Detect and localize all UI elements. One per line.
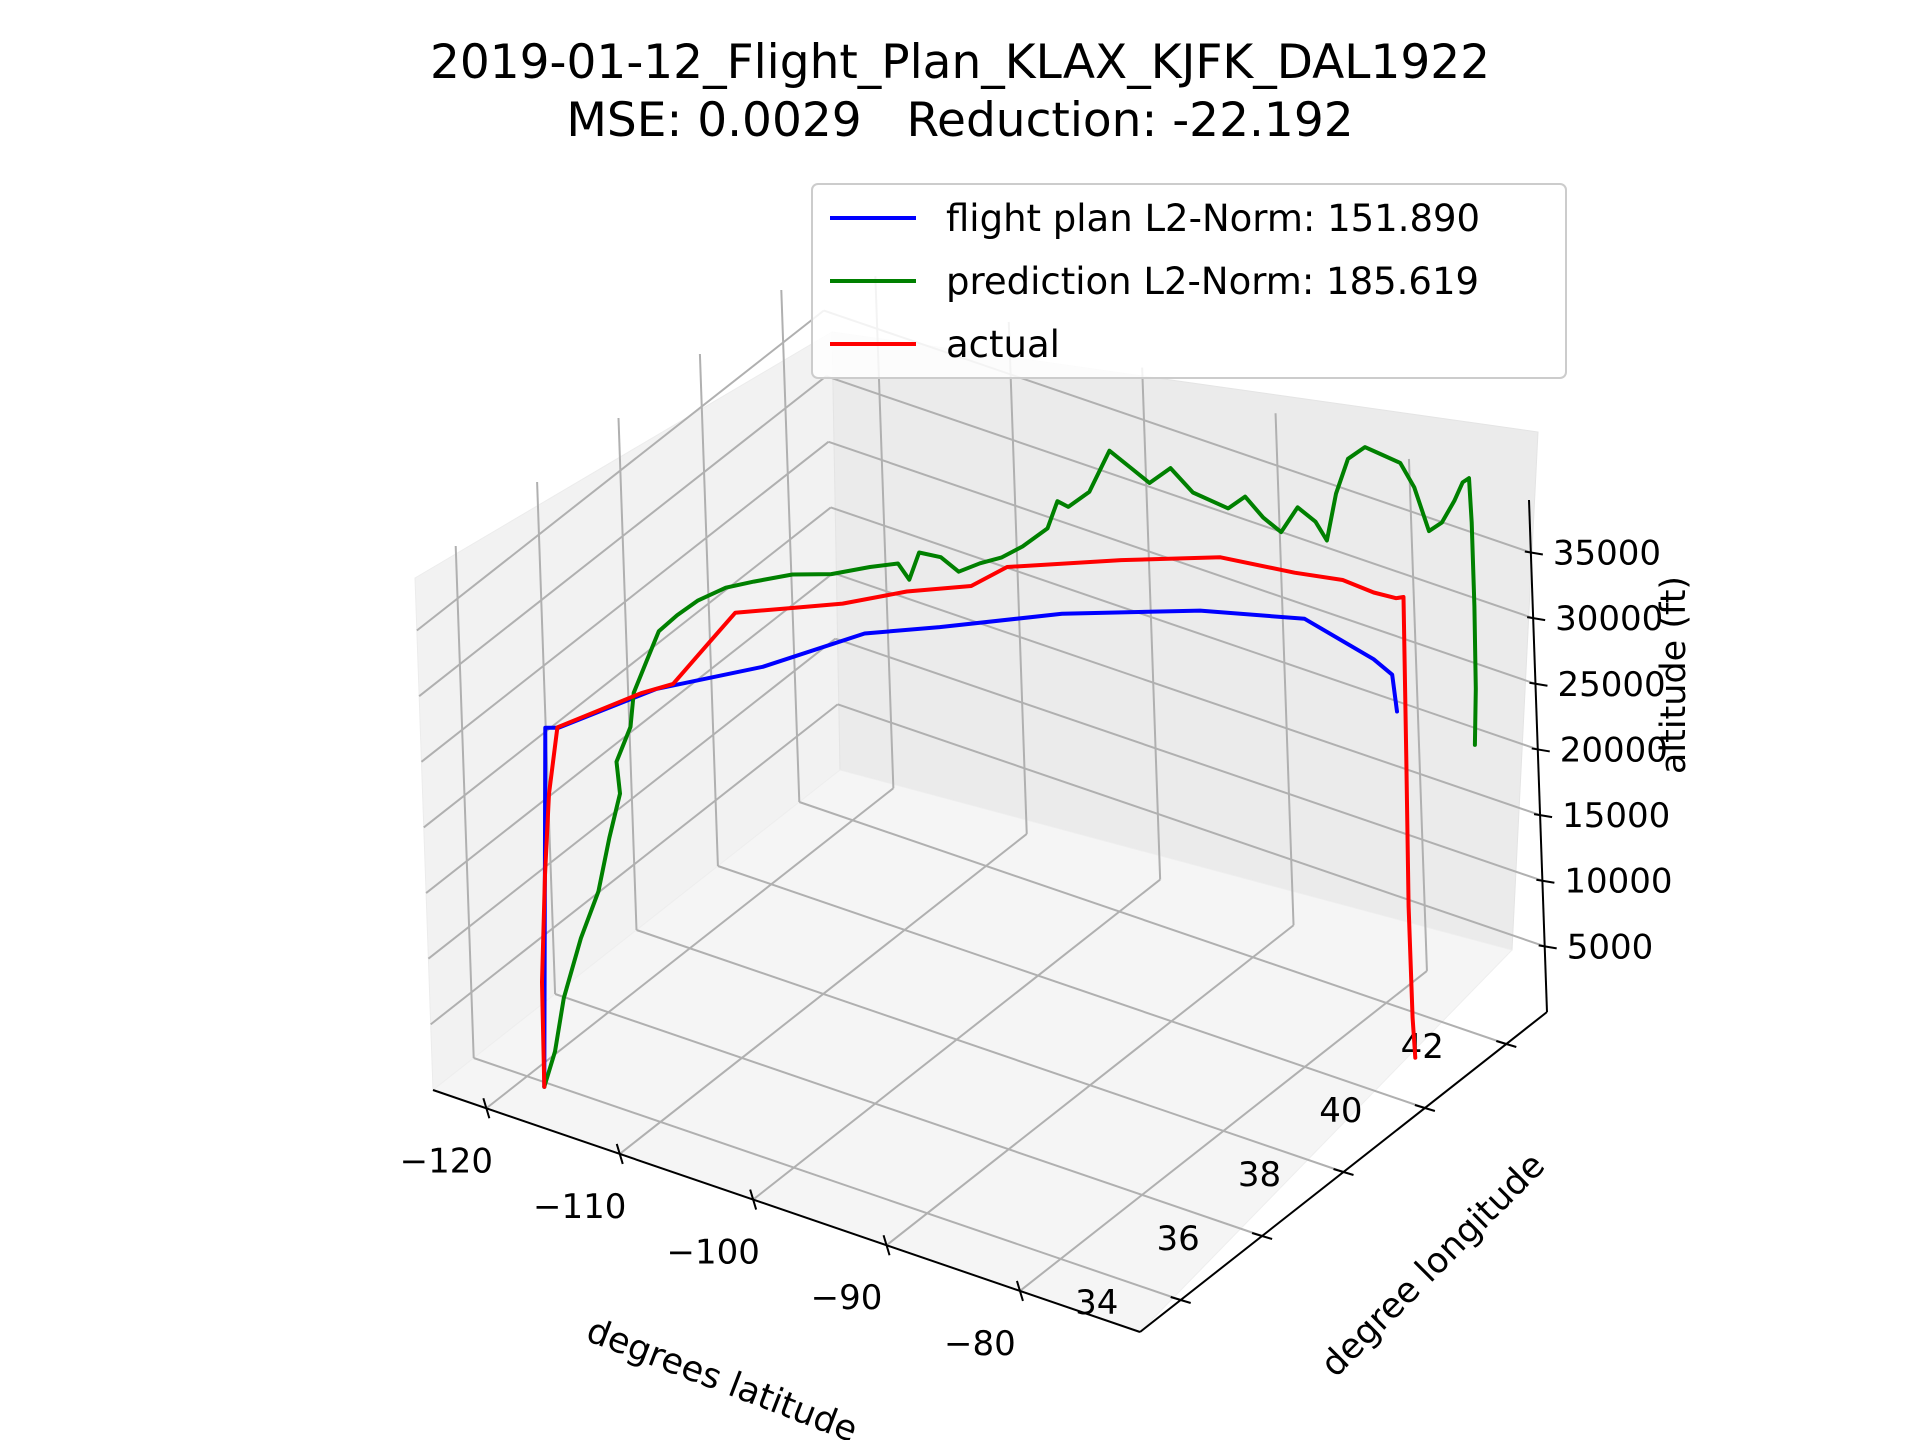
series-line-1 <box>542 445 1478 1089</box>
series-line-2 <box>540 555 1418 1089</box>
axes-panes <box>414 331 1539 1333</box>
series-layer <box>540 445 1478 1089</box>
z-grid-left-5 <box>418 375 827 697</box>
z-grid-back-1 <box>835 637 1543 882</box>
z-tick-4 <box>1529 681 1548 687</box>
z-tick-label-6: 35000 <box>1553 534 1661 574</box>
y-grid-floor-0 <box>473 1057 1182 1301</box>
x-grid-back-4 <box>1407 458 1428 971</box>
y-grid-left-0 <box>454 545 475 1059</box>
axis-lines: −120 −110 −100 −90 −80 34 36 38 40 42 5000 10000 150… <box>400 499 1673 1364</box>
z-tick-2 <box>1533 813 1553 819</box>
y-grid-left-4 <box>780 289 801 803</box>
y-tick-4 <box>1496 1040 1517 1048</box>
x-tick-label-2: −100 <box>666 1233 759 1273</box>
z-grid-left-0 <box>430 703 839 1026</box>
z-tick-label-5: 30000 <box>1555 599 1663 639</box>
y-grid-floor-2 <box>636 929 1344 1173</box>
z-grid-left-4 <box>420 441 830 763</box>
y-grid-floor-1 <box>554 993 1263 1237</box>
legend-label-0: flight plan L2-Norm: 151.890 <box>946 197 1480 240</box>
x-tick-label-1: −110 <box>533 1187 626 1227</box>
legend: flight plan L2-Norm: 151.890 prediction L… <box>811 183 1567 379</box>
z-tick-3 <box>1531 747 1550 753</box>
z-grid-left-3 <box>423 506 832 829</box>
y-tick-2 <box>1333 1168 1354 1176</box>
z-tick-6 <box>1524 550 1544 556</box>
legend-label-1: prediction L2-Norm: 185.619 <box>946 260 1479 303</box>
y-grid-left-3 <box>698 353 719 867</box>
z-grid-left-1 <box>427 637 837 960</box>
z-tick-label-1: 10000 <box>1564 862 1672 902</box>
z-grid-back-3 <box>830 506 1539 751</box>
x-tick-1 <box>615 1143 624 1165</box>
z-tick-label-0: 5000 <box>1567 927 1654 967</box>
chart-title: 2019-01-12_Flight_Plan_KLAX_KJFK_DAL1922 <box>430 35 1490 90</box>
z-tick-label-2: 15000 <box>1562 796 1670 836</box>
chart-subtitle: MSE: 0.0029 Reduction: -22.192 <box>566 93 1353 148</box>
x-axis-label: degrees latitude <box>581 1311 863 1440</box>
x-tick-label-0: −120 <box>400 1141 493 1181</box>
x-grid-back-1 <box>1007 321 1028 834</box>
x-tick-label-4: −80 <box>944 1324 1016 1364</box>
y-tick-1 <box>1251 1232 1273 1240</box>
y-tick-0 <box>1170 1296 1191 1304</box>
grid-lines <box>416 276 1546 1301</box>
z-grid-back-5 <box>825 375 1534 620</box>
y-tick-label-4: 42 <box>1401 1027 1444 1067</box>
z-grid-back-2 <box>832 572 1541 817</box>
x-tick-2 <box>749 1189 758 1210</box>
y-tick-label-3: 40 <box>1319 1091 1362 1131</box>
z-axis-line <box>1528 499 1548 1013</box>
z-axis-label: altitude (ft) <box>1654 576 1694 774</box>
x-tick-4 <box>1015 1280 1024 1302</box>
y-tick-3 <box>1414 1104 1436 1112</box>
y-tick-label-2: 38 <box>1238 1155 1281 1195</box>
y-axis-label: degree longitude <box>1313 1145 1552 1384</box>
legend-frame <box>811 183 1567 379</box>
y-grid-left-2 <box>617 417 638 931</box>
legend-label-2: actual <box>946 323 1060 366</box>
z-grid-back-0 <box>837 703 1546 948</box>
x-axis-line <box>432 1089 1141 1333</box>
z-tick-5 <box>1526 616 1546 622</box>
z-tick-label-3: 20000 <box>1560 730 1668 770</box>
z-grid-left-6 <box>416 309 825 632</box>
x-tick-label-3: −90 <box>811 1278 883 1318</box>
z-grid-back-4 <box>828 440 1536 685</box>
y-tick-label-1: 36 <box>1156 1219 1199 1259</box>
y-tick-label-0: 34 <box>1075 1283 1118 1323</box>
y-grid-floor-3 <box>717 865 1426 1109</box>
x-grid-back-2 <box>1141 367 1162 880</box>
z-tick-label-4: 25000 <box>1557 665 1665 705</box>
y-grid-floor-4 <box>798 801 1507 1045</box>
x-tick-3 <box>882 1234 891 1256</box>
x-tick-0 <box>482 1097 491 1119</box>
x-grid-back-3 <box>1274 413 1295 926</box>
z-tick-1 <box>1536 878 1555 884</box>
z-tick-0 <box>1538 944 1557 950</box>
legend-items: flight plan L2-Norm: 151.890 prediction L… <box>830 197 1480 366</box>
